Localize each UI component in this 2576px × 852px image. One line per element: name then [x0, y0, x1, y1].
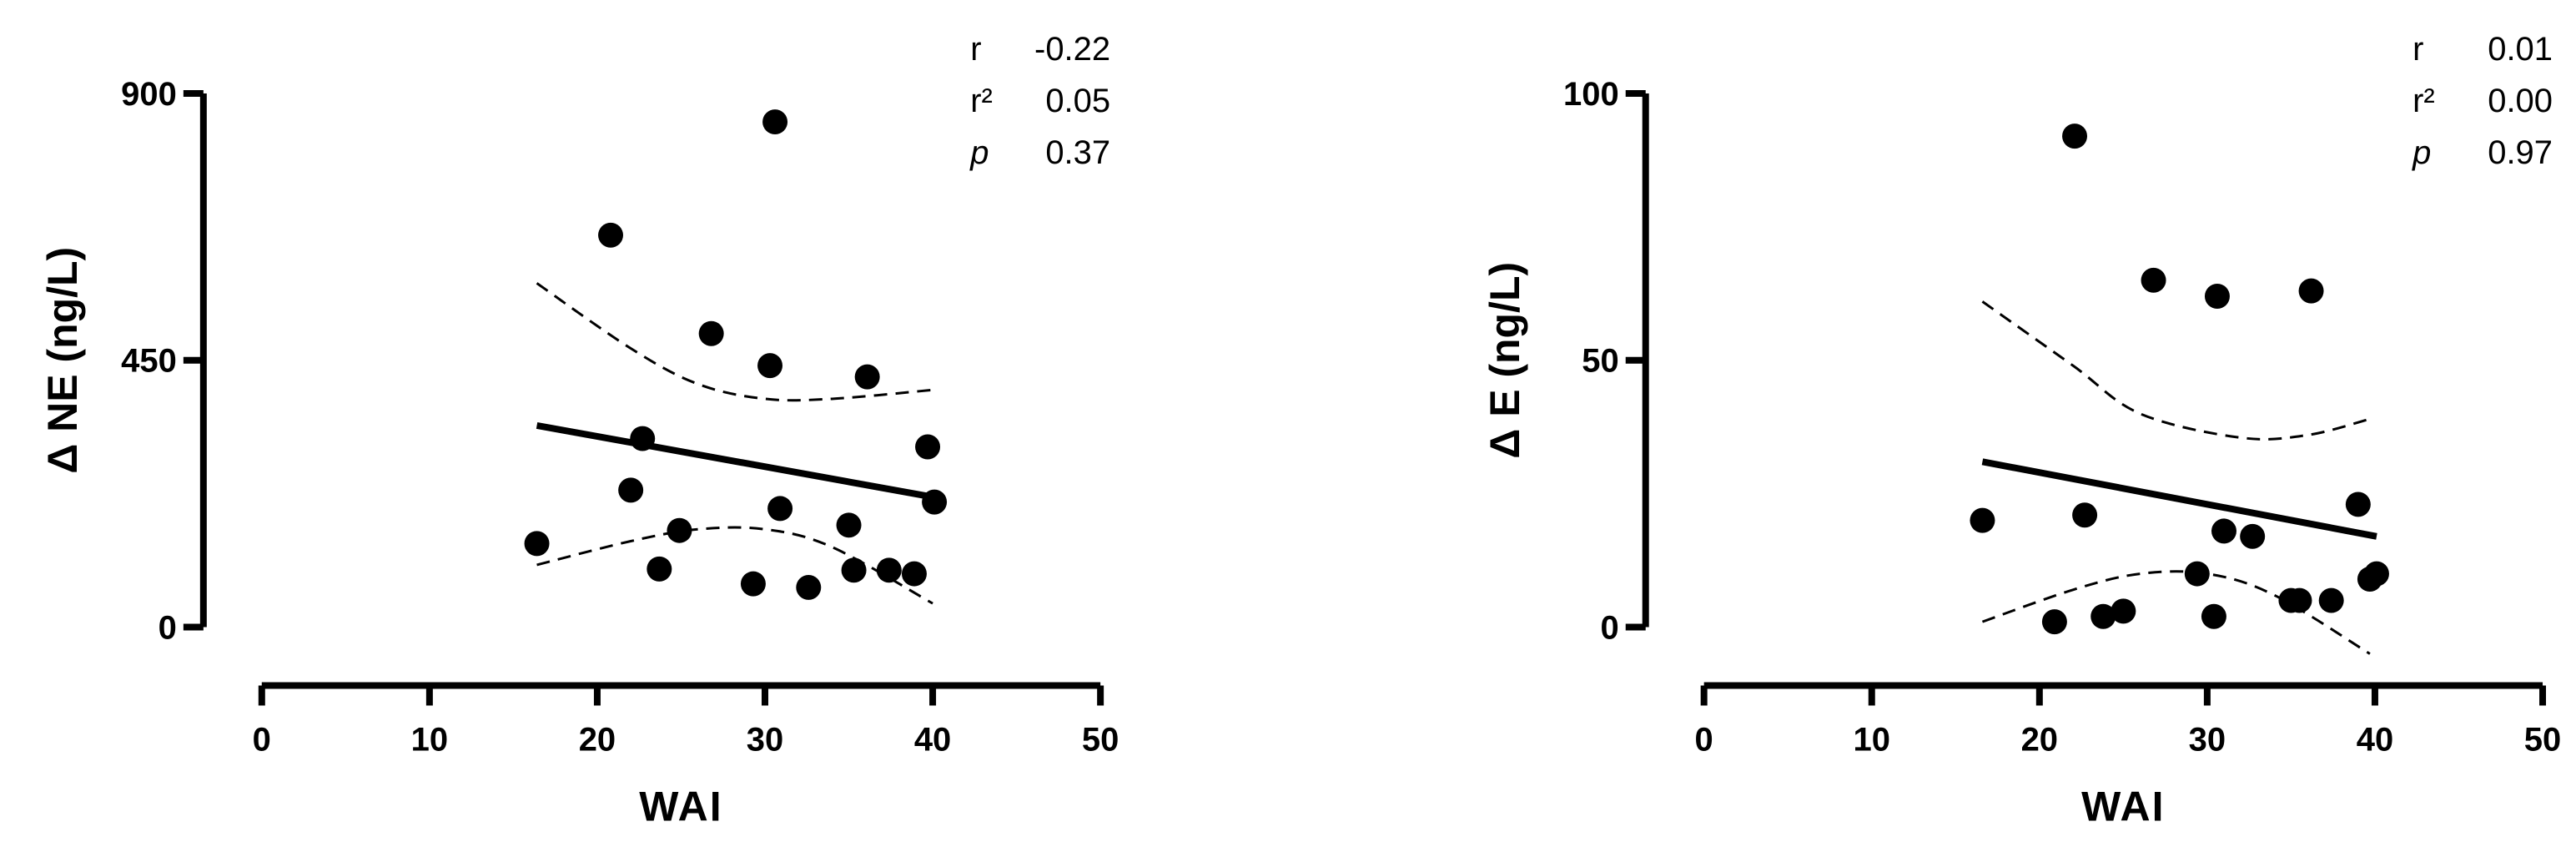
- stat-label: r²: [2412, 83, 2435, 119]
- x-tick-label: 50: [1082, 721, 1119, 758]
- regression-line: [536, 421, 935, 501]
- data-point: [2184, 561, 2210, 587]
- y-axis-title: Δ NE (ng/L): [39, 247, 86, 474]
- data-point: [2363, 561, 2389, 587]
- data-point: [2298, 278, 2324, 304]
- regression-line: [1981, 458, 2377, 540]
- x-tick-label: 40: [914, 721, 951, 758]
- x-axis-title: WAI: [639, 783, 722, 829]
- x-tick-label: 40: [2357, 721, 2393, 758]
- data-point: [2240, 523, 2266, 549]
- data-point: [796, 574, 822, 600]
- stat-label: r: [970, 31, 981, 68]
- confidence-band: [536, 282, 933, 402]
- data-point: [1970, 507, 1995, 533]
- data-point: [698, 320, 724, 346]
- panel: 0 450 900 0 10 20 30 40 50 WAI Δ NE (ng/L) r -0.22 r²…: [39, 31, 1119, 829]
- stat-value: 0.37: [1045, 134, 1110, 171]
- data-point: [836, 512, 862, 538]
- data-point: [757, 353, 783, 379]
- x-tick-label: 20: [579, 721, 616, 758]
- x-tick-label: 0: [253, 721, 271, 758]
- data-point: [2318, 587, 2344, 613]
- y-axis-title: Δ E (ng/L): [1482, 262, 1528, 459]
- stat-label: p: [2412, 134, 2431, 171]
- data-point: [901, 561, 927, 587]
- x-tick-label: 10: [411, 721, 448, 758]
- data-point: [2201, 603, 2226, 629]
- data-point: [767, 496, 793, 522]
- data-point: [2141, 267, 2166, 293]
- panel: 0 50 100 0 10 20 30 40 50 WAI Δ E (ng/L) r 0.01 r² 0.0…: [1482, 31, 2561, 829]
- stat-label: p: [969, 134, 989, 171]
- data-point: [2204, 284, 2230, 309]
- y-tick-label: 450: [121, 343, 177, 380]
- data-point: [2090, 603, 2116, 629]
- x-tick-label: 0: [1695, 721, 1713, 758]
- data-point: [2111, 598, 2136, 624]
- data-point: [598, 222, 624, 248]
- x-tick-label: 30: [2189, 721, 2226, 758]
- data-point: [2072, 502, 2098, 528]
- data-point: [647, 556, 672, 582]
- stat-label: r: [2412, 31, 2423, 68]
- data-point: [841, 557, 867, 583]
- data-point: [2062, 124, 2088, 149]
- confidence-band: [1981, 300, 2371, 441]
- y-tick-label: 50: [1582, 343, 1618, 380]
- y-tick-label: 0: [1601, 610, 1619, 647]
- x-tick-label: 50: [2524, 721, 2561, 758]
- data-point: [915, 434, 941, 460]
- data-point: [524, 531, 550, 557]
- stat-label: r²: [970, 83, 993, 119]
- confidence-band: [1981, 570, 2371, 655]
- x-tick-label: 20: [2021, 721, 2058, 758]
- data-point: [740, 571, 766, 597]
- data-point: [876, 557, 902, 583]
- data-point: [667, 517, 692, 543]
- data-point: [618, 477, 644, 503]
- stat-value: 0.05: [1045, 83, 1110, 119]
- data-point: [762, 109, 788, 135]
- data-point: [854, 364, 880, 390]
- y-tick-label: 100: [1563, 76, 1619, 113]
- x-tick-label: 30: [747, 721, 783, 758]
- stat-value: 0.00: [2488, 83, 2553, 119]
- stat-value: -0.22: [1034, 31, 1110, 68]
- data-point: [2041, 609, 2067, 635]
- x-axis-title: WAI: [2081, 783, 2165, 829]
- y-tick-label: 0: [158, 610, 177, 647]
- stat-value: 0.01: [2488, 31, 2553, 68]
- y-tick-label: 900: [121, 76, 177, 113]
- confidence-band: [536, 526, 933, 605]
- stat-value: 0.97: [2488, 134, 2553, 171]
- data-point: [2211, 518, 2236, 544]
- x-tick-label: 10: [1854, 721, 1890, 758]
- data-point: [2345, 492, 2371, 517]
